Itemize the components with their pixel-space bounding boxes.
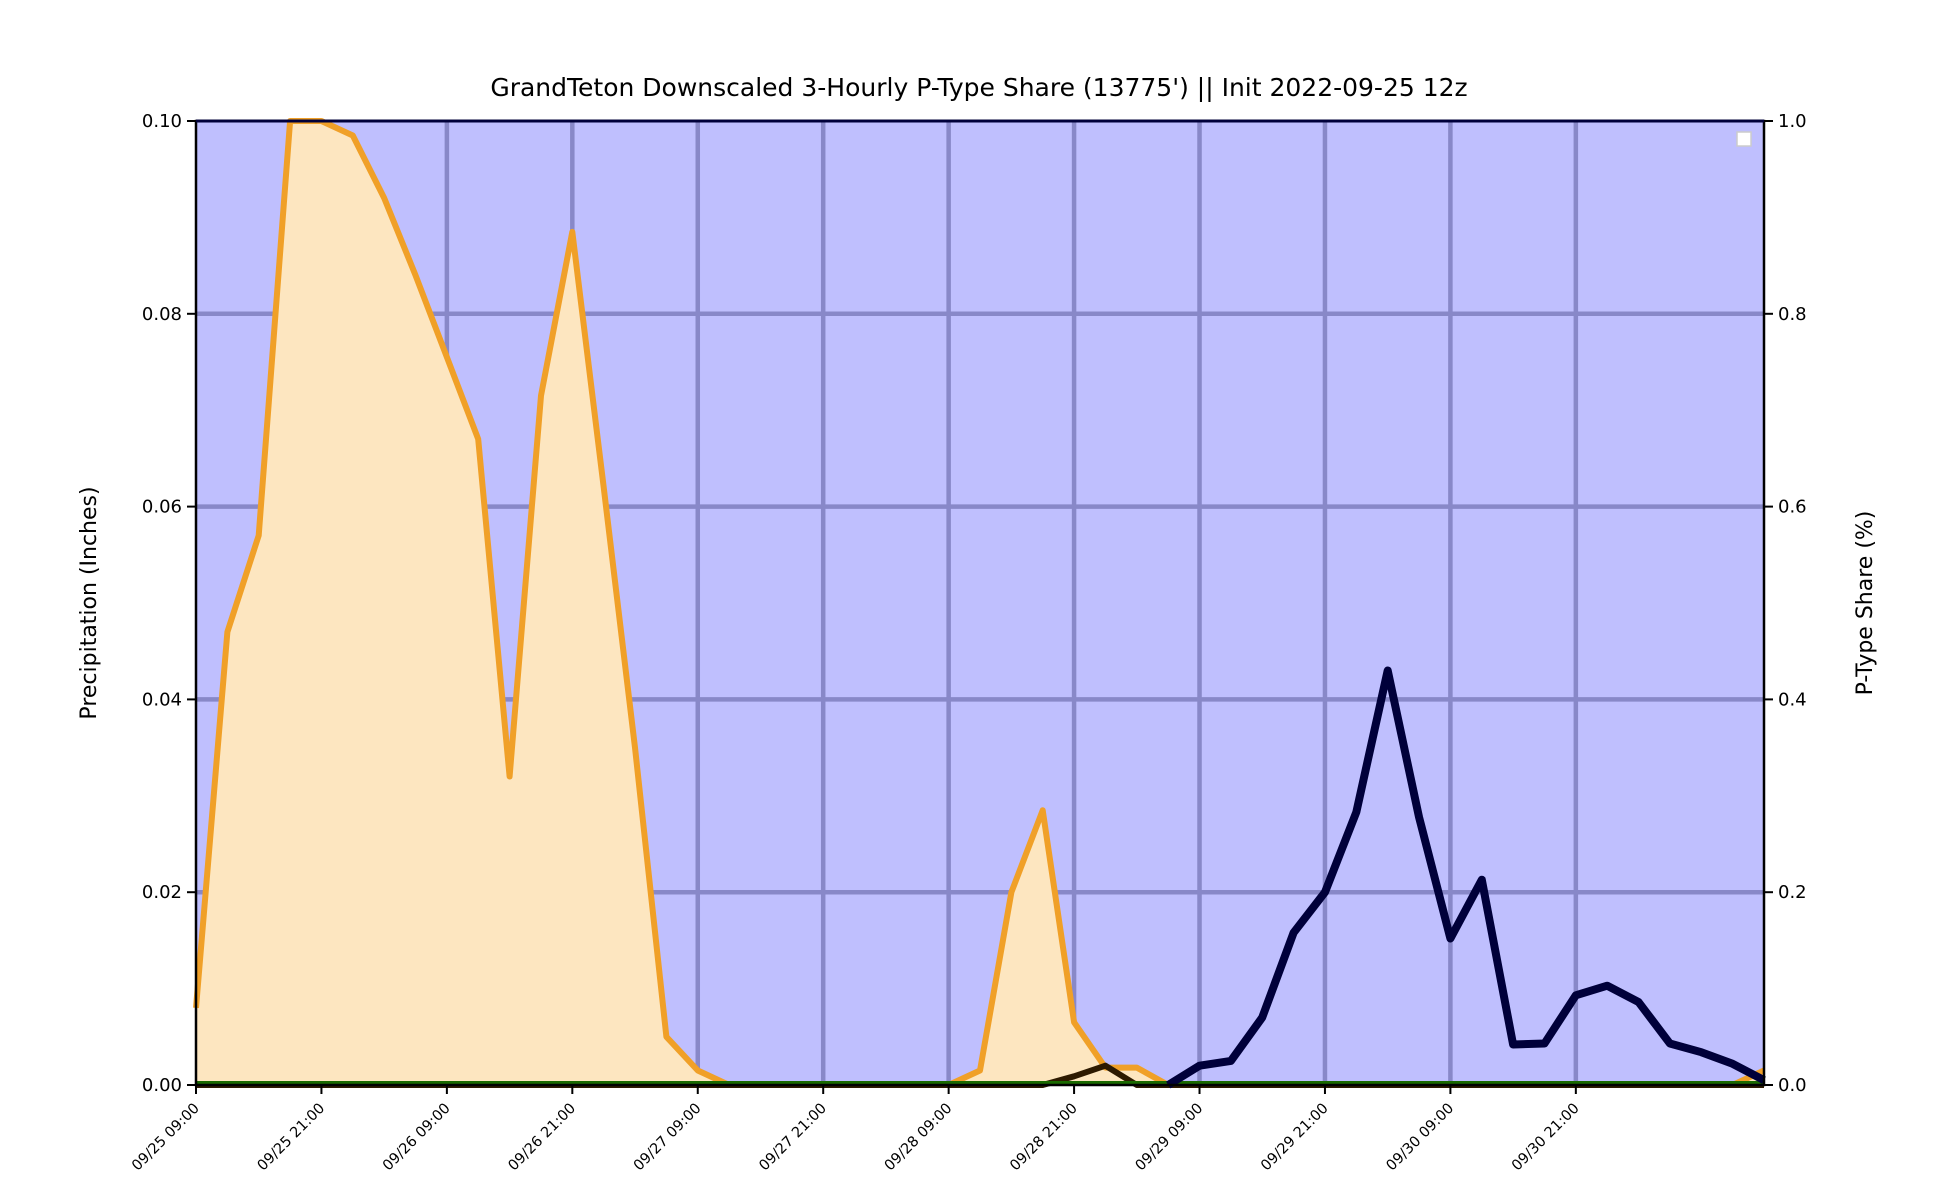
y-tick-label: 0.00 xyxy=(142,1075,182,1096)
y2-tick-label: 0.0 xyxy=(1778,1075,1807,1096)
precip-line xyxy=(1166,666,1766,1089)
y2-axis-label: P-Type Share (%) xyxy=(1853,511,1878,696)
x-tick-label: 09/25 21:00 xyxy=(255,1101,329,1175)
x-tick-label: 09/28 09:00 xyxy=(882,1101,956,1175)
y-tick-label: 0.06 xyxy=(142,497,182,518)
x-tick-label: 09/29 21:00 xyxy=(1258,1101,1332,1175)
right-y-axis: 0.0 0.2 0.4 0.6 0.8 1.0 xyxy=(1764,111,1807,1096)
x-tick-label: 09/30 21:00 xyxy=(1509,1101,1583,1175)
left-y-axis: 0.00 0.02 0.04 0.06 0.08 0.10 xyxy=(142,111,196,1096)
y2-tick-label: 1.0 xyxy=(1778,111,1807,132)
x-tick-label: 09/26 21:00 xyxy=(505,1101,579,1175)
y-tick-label: 0.08 xyxy=(142,304,182,325)
x-tick-label: 09/27 21:00 xyxy=(756,1101,830,1175)
x-tick-label: 09/26 09:00 xyxy=(380,1101,454,1175)
chart-title: GrandTeton Downscaled 3-Hourly P-Type Sh… xyxy=(490,73,1467,102)
y2-tick-label: 0.8 xyxy=(1778,304,1807,325)
x-tick-label: 09/28 21:00 xyxy=(1007,1101,1081,1175)
y2-tick-label: 0.4 xyxy=(1778,689,1807,710)
x-tick-label: 09/25 09:00 xyxy=(129,1101,203,1175)
x-tick-label: 09/29 09:00 xyxy=(1133,1101,1207,1175)
y-axis-label: Precipitation (Inches) xyxy=(77,486,102,719)
y2-tick-label: 0.6 xyxy=(1778,497,1807,518)
y-tick-label: 0.02 xyxy=(142,882,182,903)
y-tick-label: 0.10 xyxy=(142,111,182,132)
x-tick-label: 09/30 09:00 xyxy=(1384,1101,1458,1175)
x-tick-label: 09/27 09:00 xyxy=(631,1101,705,1175)
y2-tick-label: 0.2 xyxy=(1778,882,1807,903)
y-tick-label: 0.04 xyxy=(142,689,182,710)
legend-box xyxy=(1736,131,1752,147)
x-axis: 09/25 09:00 09/25 21:00 09/26 09:00 09/26 2… xyxy=(129,1085,1583,1174)
